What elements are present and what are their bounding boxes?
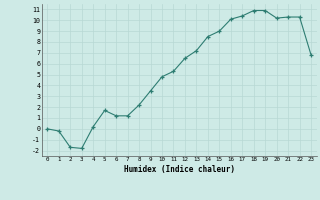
X-axis label: Humidex (Indice chaleur): Humidex (Indice chaleur) bbox=[124, 165, 235, 174]
